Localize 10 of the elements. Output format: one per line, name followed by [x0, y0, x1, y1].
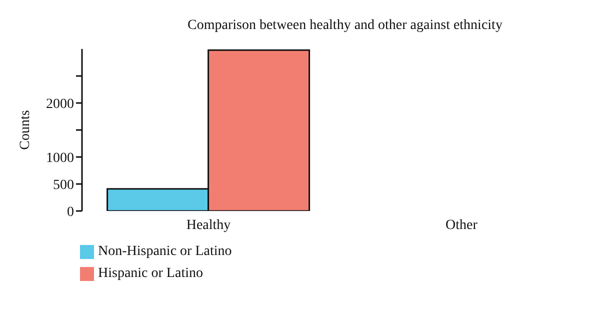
y-tick-label: 500: [53, 178, 74, 193]
y-tick-label: 2000: [46, 96, 74, 112]
legend-label: Non-Hispanic or Latino: [98, 244, 232, 259]
y-axis-title: Counts: [18, 110, 33, 150]
y-tick-label: 0: [67, 204, 74, 220]
x-tick-label: Other: [446, 218, 478, 233]
x-tick-label: Healthy: [186, 218, 231, 233]
chart-title: Comparison between healthy and other against ethnicity: [186, 18, 504, 34]
legend-label: Hispanic or Latino: [98, 266, 203, 281]
y-tick-label: 1000: [46, 150, 74, 166]
